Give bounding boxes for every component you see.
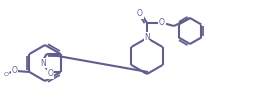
Text: N: N — [144, 33, 149, 42]
Text: O: O — [4, 71, 9, 77]
Text: O: O — [158, 18, 164, 27]
Text: O: O — [137, 9, 142, 18]
Text: O: O — [11, 66, 17, 75]
Text: O: O — [47, 69, 53, 78]
Text: N: N — [40, 59, 46, 67]
